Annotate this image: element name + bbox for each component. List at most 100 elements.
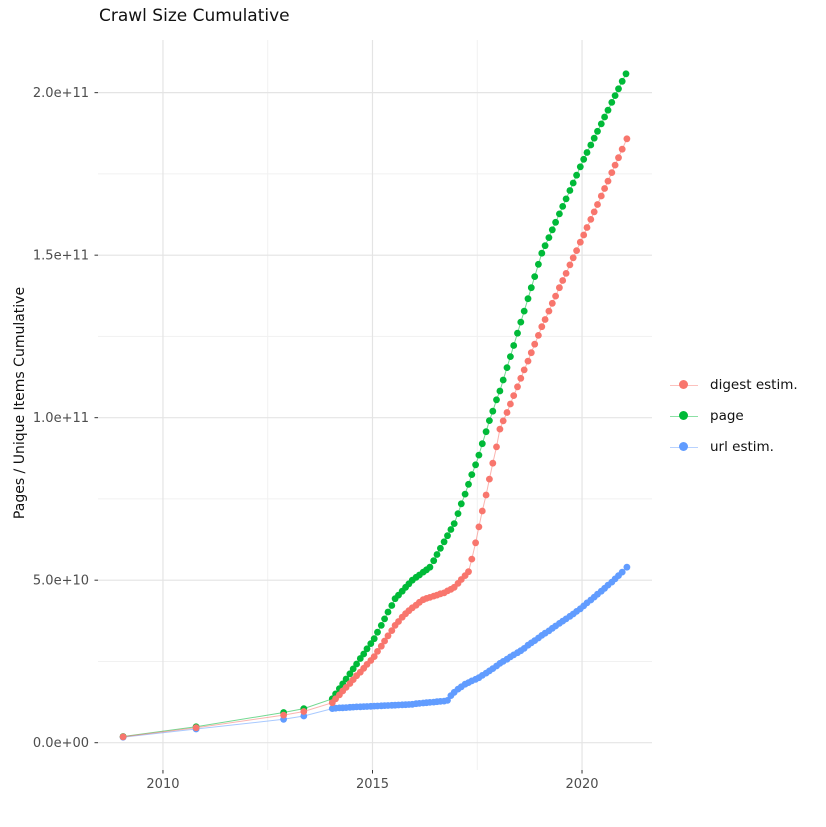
data-point [545, 234, 553, 242]
data-point [440, 538, 448, 546]
data-point [430, 557, 438, 565]
legend-item-url: url estim. [669, 436, 798, 458]
data-point [300, 708, 308, 715]
data-point [384, 608, 392, 616]
x-tick-label: 2020 [565, 777, 598, 792]
data-point [597, 192, 605, 200]
legend-item-page: page [669, 405, 798, 427]
data-point [517, 374, 525, 382]
data-point [597, 120, 605, 128]
data-point [556, 210, 563, 218]
data-point [482, 428, 490, 436]
data-point [444, 532, 451, 540]
data-point [377, 622, 385, 629]
data-point [360, 650, 368, 658]
data-point [618, 77, 626, 85]
y-tick-label: 5.0e+10 [33, 574, 89, 589]
data-point [503, 364, 511, 371]
data-point [192, 724, 200, 732]
data-point [381, 615, 388, 623]
legend-label: page [710, 408, 744, 424]
data-point [367, 640, 375, 647]
data-point [433, 551, 441, 558]
data-point [363, 645, 371, 653]
data-point [489, 459, 497, 467]
data-point [388, 627, 396, 634]
data-point [454, 510, 462, 517]
data-point [486, 475, 493, 483]
data-point [580, 155, 588, 163]
data-point [623, 135, 631, 143]
data-point [346, 670, 354, 678]
data-point [535, 260, 542, 268]
data-point [608, 169, 616, 177]
data-point [426, 563, 434, 571]
data-point [590, 134, 598, 142]
data-point [499, 376, 507, 384]
data-point [520, 366, 528, 374]
data-point [496, 425, 504, 433]
data-point [465, 568, 472, 576]
data-point [489, 407, 497, 415]
data-point [472, 461, 479, 469]
data-point [559, 277, 567, 284]
data-point [552, 292, 559, 300]
data-point [510, 392, 518, 399]
data-point [280, 711, 287, 719]
data-point [559, 203, 567, 210]
data-point [541, 242, 549, 250]
legend-label: digest estim. [710, 377, 798, 393]
data-point [531, 340, 539, 348]
legend-dot-icon [679, 411, 688, 420]
data-point [615, 154, 622, 162]
data-point [569, 179, 577, 187]
data-point [482, 491, 490, 499]
data-point [548, 226, 556, 234]
legend-dot-icon [679, 442, 688, 451]
y-tick-label: 2.0e+11 [33, 86, 89, 101]
data-point [545, 307, 553, 315]
data-point [587, 216, 595, 223]
data-point [566, 187, 574, 194]
data-point [520, 307, 528, 315]
x-tick-label: 2010 [146, 777, 179, 792]
legend-key-page [669, 405, 699, 427]
data-point [370, 635, 378, 643]
data-point [465, 480, 472, 488]
data-point [618, 145, 626, 153]
legend-label: url estim. [710, 439, 774, 455]
data-point [353, 660, 360, 668]
data-point [388, 602, 396, 609]
data-point [576, 238, 584, 246]
data-point [556, 284, 563, 292]
legend: digest estim. page url estim. [669, 374, 798, 458]
data-point [562, 195, 570, 203]
data-point [583, 224, 591, 231]
y-tick-label: 1.5e+11 [33, 249, 89, 264]
data-point [499, 417, 507, 425]
data-point [370, 653, 378, 660]
data-point [576, 163, 584, 171]
data-point [468, 471, 476, 478]
data-point [538, 323, 546, 331]
data-point [531, 273, 539, 280]
data-point [552, 218, 559, 226]
data-point [562, 270, 570, 277]
x-tick-label: 2015 [356, 777, 389, 792]
data-point [594, 127, 601, 135]
data-point [374, 648, 381, 655]
data-point [514, 329, 521, 337]
data-point [548, 299, 556, 307]
data-point [569, 254, 577, 262]
data-point [524, 295, 532, 303]
data-point [450, 520, 458, 527]
data-point [381, 637, 388, 645]
data-point [461, 490, 469, 498]
data-point [349, 665, 357, 673]
data-point [527, 349, 535, 357]
data-point [493, 443, 500, 451]
data-point [384, 632, 392, 640]
data-point [573, 247, 580, 255]
data-point [594, 201, 601, 208]
